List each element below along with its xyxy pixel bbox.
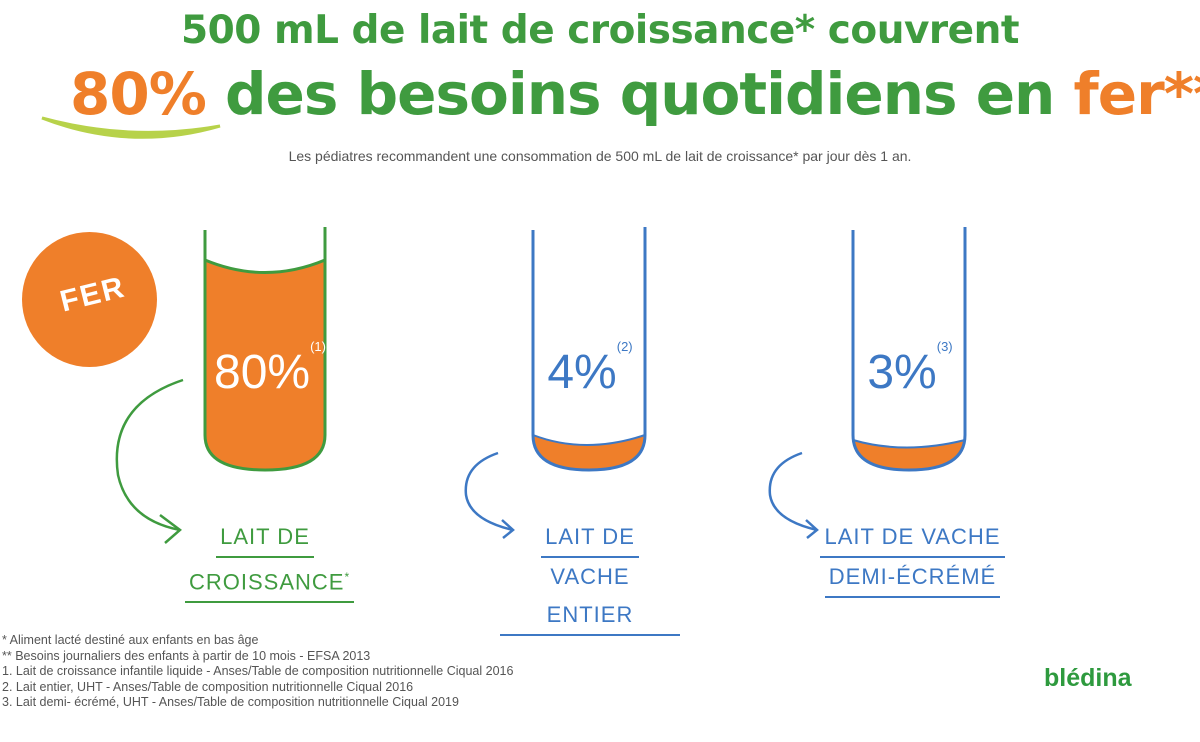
headline-fer: fer** — [1073, 60, 1200, 128]
footnote: * Aliment lacté destiné aux enfants en b… — [2, 633, 259, 647]
bledina-logo: blédina — [1044, 664, 1132, 692]
label-croissance: LAIT DE CROISSANCE* — [185, 518, 355, 604]
value-text: 80% — [214, 346, 311, 399]
label-line1: LAIT DE — [216, 518, 314, 558]
ref-mark: (2) — [616, 339, 633, 354]
arrow-blue-icon — [464, 451, 515, 539]
glass-value-2: 4%(2) — [525, 339, 655, 400]
label-line2: DEMI-ÉCRÉMÉ — [824, 558, 1001, 598]
label-line2: CROISSANCE* — [185, 558, 355, 604]
footnotes: * Aliment lacté destiné aux enfants en b… — [2, 633, 513, 711]
footnote: 2. Lait entier, UHT - Anses/Table de com… — [2, 679, 414, 694]
glass-vache-entier — [531, 227, 647, 472]
arrow-blue-icon — [768, 451, 819, 539]
footnote: 3. Lait demi- écrémé, UHT - Anses/Table … — [2, 695, 459, 709]
ref-mark: (1) — [310, 339, 326, 354]
arrow-green-icon — [115, 378, 184, 544]
glass-vache-demi-ecreme — [851, 227, 967, 472]
headline-middle: des besoins quotidiens en — [205, 60, 1074, 128]
label-vache-entier: LAIT DE VACHE ENTIER — [500, 518, 680, 636]
swoosh-decoration — [41, 116, 221, 139]
label-line1: LAIT DE — [541, 518, 639, 558]
glass-value-3: 3%(3) — [845, 339, 975, 400]
glass-croissance — [203, 227, 327, 472]
headline-line2: 80% des besoins quotidiens en fer** — [70, 60, 1200, 128]
headline-percent: 80% — [70, 60, 207, 128]
label-vache-demi-ecreme: LAIT DE VACHE DEMI-ÉCRÉMÉ — [815, 518, 1010, 598]
subtitle: Les pédiatres recommandent une consommat… — [288, 148, 912, 164]
value-text: 4% — [547, 346, 617, 399]
value-text: 3% — [867, 346, 937, 399]
headline-line1: 500 mL de lait de croissance* couvrent — [181, 8, 1019, 53]
ref-mark: (3) — [936, 339, 953, 354]
fer-badge-label: FER — [56, 270, 129, 319]
label-line2: VACHE ENTIER — [500, 558, 680, 636]
label-line1: LAIT DE VACHE — [820, 518, 1005, 558]
footnote: 1. Lait de croissance infantile liquide … — [2, 664, 514, 678]
fer-badge: FER — [22, 232, 157, 367]
label-line2-text: CROISSANCE — [189, 569, 345, 595]
label-asterisk: * — [344, 570, 351, 584]
glass-value-1: 80%(1) — [205, 339, 335, 400]
footnote: ** Besoins journaliers des enfants à par… — [2, 648, 371, 663]
